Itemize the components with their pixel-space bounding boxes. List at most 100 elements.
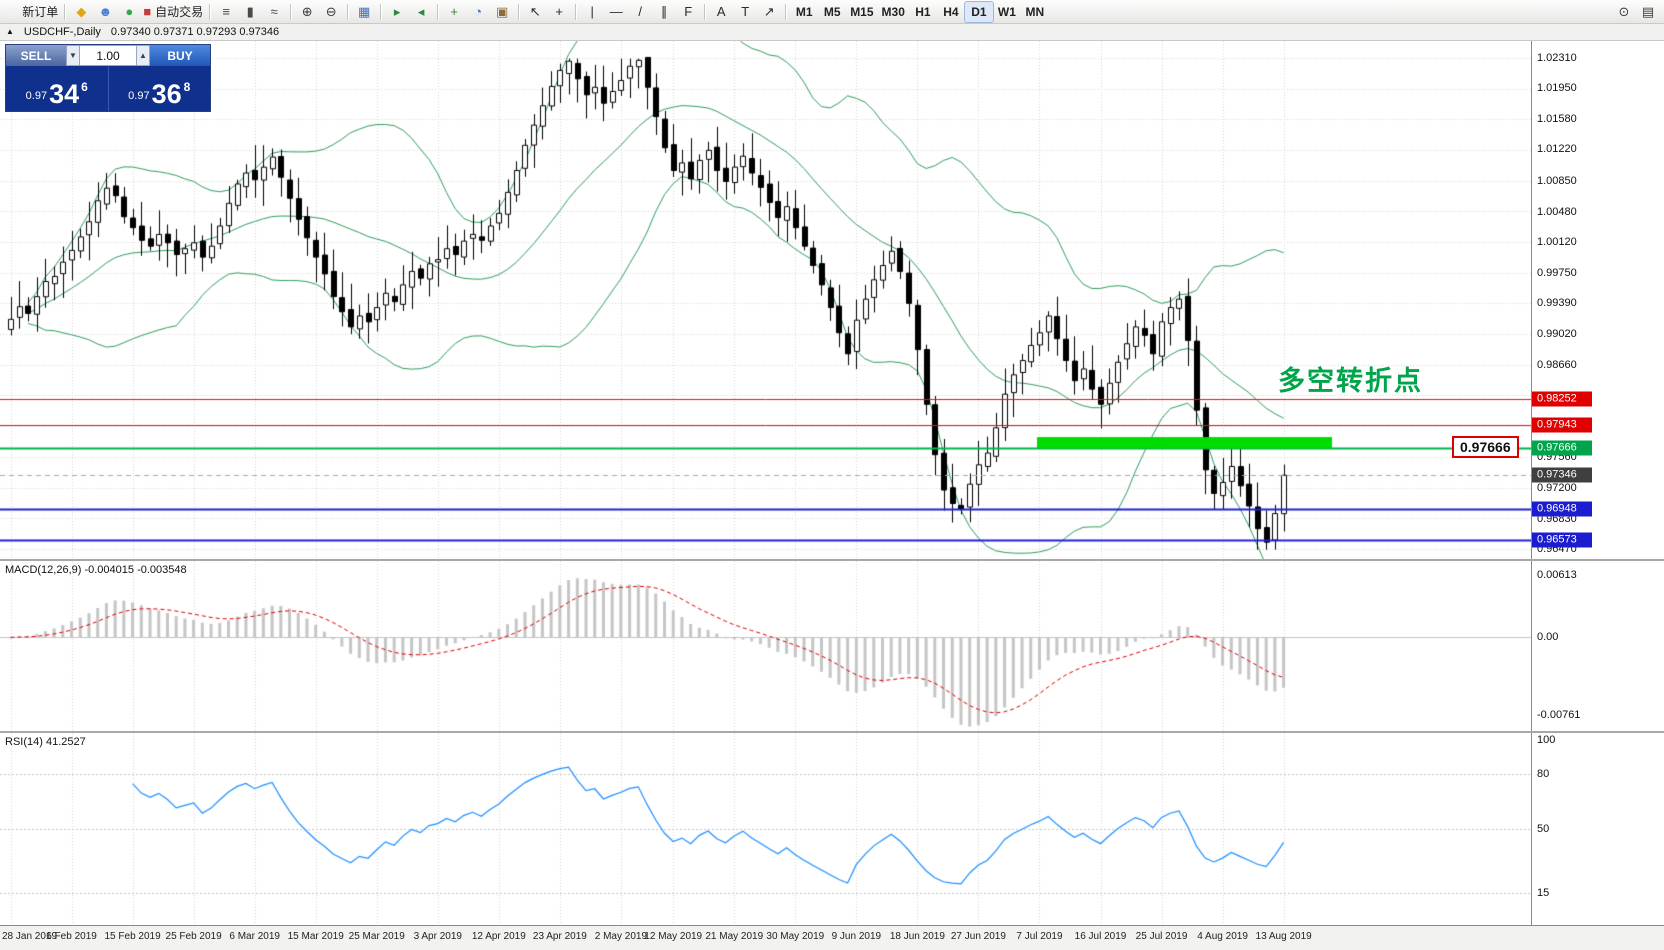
timeframe-mn-button[interactable]: MN (1021, 2, 1049, 22)
horizontal-line-button[interactable]: — (604, 2, 628, 22)
chart-title-bar: ▲ USDCHF-,Daily 0.97340 0.97371 0.97293 … (0, 24, 1664, 41)
timeframe-d1-button-label: D1 (971, 4, 987, 19)
macd-plot[interactable]: MACD(12,26,9) -0.004015 -0.003548 (0, 561, 1531, 731)
text-button[interactable]: A (709, 2, 733, 22)
axis-tick: 1.01950 (1537, 82, 1577, 95)
label-button[interactable]: T (733, 2, 757, 22)
new-order-button[interactable]: ▤ 新订单 (4, 2, 60, 22)
date-label: 12 May 2019 (644, 931, 703, 942)
chart-shift-icon: ◂ (417, 4, 425, 19)
volume-increase-button[interactable]: ▲ (136, 45, 150, 66)
tile-windows-icon: ▦ (358, 4, 371, 19)
tile-windows-button[interactable]: ▦ (352, 2, 376, 22)
toolbar-separator (785, 3, 787, 20)
timeframe-h4-button[interactable]: H4 (937, 2, 965, 22)
buy-price-pip: 8 (183, 80, 191, 94)
fibonacci-button[interactable]: F (676, 2, 700, 22)
candlestick-chart-canvas[interactable] (0, 41, 1531, 559)
date-label: 6 Feb 2019 (46, 931, 97, 942)
bar-chart-icon-icon: ≡ (222, 4, 230, 19)
chart-ohlc-values: 0.97340 0.97371 0.97293 0.97346 (110, 26, 280, 38)
buy-price-prefix: 0.97 (128, 90, 150, 102)
date-label: 28 Jan 2019 (2, 931, 58, 942)
sell-button[interactable]: SELL (6, 45, 66, 66)
axis-tick: 0.99020 (1537, 328, 1577, 341)
timeframe-m1-button-label: M1 (795, 4, 813, 19)
timeframe-m15-button[interactable]: M15 (846, 2, 877, 22)
panel-separator[interactable] (0, 731, 1664, 733)
text-icon: A (716, 4, 726, 19)
buy-button[interactable]: BUY (150, 45, 210, 66)
price-level-badge: 0.97666 (1532, 440, 1592, 456)
panel-icon-button[interactable]: ▤ (1636, 2, 1660, 22)
crosshair-button[interactable]: + (547, 2, 571, 22)
date-label: 25 Jul 2019 (1135, 931, 1188, 942)
autotrading-button-label: 自动交易 (155, 5, 204, 19)
cursor-icon: ↖ (529, 4, 541, 19)
new-order-icon: ▤ (6, 4, 19, 19)
toolbar-separator (380, 3, 382, 20)
search-icon-icon: ⊙ (1618, 4, 1630, 19)
toolbar-separator (209, 3, 211, 20)
candlestick-chart-icon-icon: ▮ (246, 4, 254, 19)
price-level-label[interactable]: 0.97666 (1452, 436, 1519, 458)
macd-canvas[interactable] (0, 561, 1531, 731)
chart-shift-button[interactable]: ◂ (409, 2, 433, 22)
rsi-plot[interactable]: RSI(14) 41.2527 (0, 733, 1531, 925)
rsi-canvas[interactable] (0, 733, 1531, 925)
timeframe-m15-button-label: M15 (850, 4, 874, 19)
timeframe-m5-button[interactable]: M5 (818, 2, 846, 22)
axis-tick: 1.01580 (1537, 113, 1577, 126)
axis-tick: 80 (1537, 768, 1550, 781)
periods-icon: ◔ (474, 4, 483, 19)
volume-input[interactable]: 1.00 (80, 45, 136, 66)
buy-price[interactable]: 0.97 36 8 (109, 66, 211, 111)
candlestick-chart-icon-button[interactable]: ▮ (238, 2, 262, 22)
timeframe-d1-button[interactable]: D1 (963, 0, 994, 23)
axis-tick: 0.00613 (1537, 568, 1577, 581)
search-icon-button[interactable]: ⊙ (1612, 2, 1636, 22)
date-label: 16 Jul 2019 (1074, 931, 1127, 942)
sell-price[interactable]: 0.97 34 6 (6, 66, 108, 111)
templates-button[interactable]: ▣ (490, 2, 514, 22)
zoom-out-button[interactable]: ⊖ (319, 2, 343, 22)
community-icon-button[interactable]: ● (117, 2, 141, 22)
bar-chart-icon-button[interactable]: ≡ (214, 2, 238, 22)
axis-tick: 0.99390 (1537, 297, 1577, 310)
vertical-line-button[interactable]: | (580, 2, 604, 22)
axis-tick: 1.00120 (1537, 235, 1577, 248)
timeframe-m30-button[interactable]: M30 (878, 2, 909, 22)
cursor-button[interactable]: ↖ (523, 2, 547, 22)
timeframe-h1-button[interactable]: H1 (909, 2, 937, 22)
indicators-button[interactable]: + (442, 2, 466, 22)
periods-button[interactable]: ◔ (466, 2, 490, 22)
macd-axis: 0.00613 0.00 -0.00761 (1531, 561, 1664, 731)
new-order-button-label: 新订单 (22, 5, 59, 19)
profiles-icon-button[interactable]: ◆ (69, 2, 93, 22)
accounts-icon-button[interactable]: ☻ (93, 2, 117, 22)
toolbar-separator (704, 3, 706, 20)
axis-tick: 0.99750 (1537, 267, 1577, 280)
timeframe-m1-button[interactable]: M1 (790, 2, 818, 22)
chart-annotation-text[interactable]: 多空转折点 (1278, 366, 1423, 396)
main-chart-plot[interactable]: SELL ▼ 1.00 ▲ BUY 0.97 34 6 0.97 36 (0, 41, 1531, 559)
price-level-badge: 0.98252 (1532, 391, 1592, 407)
axis-tick: 0.97200 (1537, 481, 1577, 494)
panel-separator[interactable] (0, 559, 1664, 561)
channel-button[interactable]: ∥ (652, 2, 676, 22)
macd-label: MACD(12,26,9) -0.004015 -0.003548 (5, 564, 187, 576)
timeframe-w1-button[interactable]: W1 (993, 2, 1021, 22)
vertical-line-icon: | (590, 4, 594, 19)
price-level-badge: 0.96948 (1532, 501, 1592, 517)
trendline-button[interactable]: / (628, 2, 652, 22)
horizontal-line-icon: — (609, 4, 623, 19)
arrows-button[interactable]: ↗ (757, 2, 781, 22)
window-collapse-icon[interactable]: ▲ (6, 27, 14, 36)
axis-tick: 1.00850 (1537, 174, 1577, 187)
zoom-in-button[interactable]: ⊕ (295, 2, 319, 22)
autotrading-button[interactable]: ■ 自动交易 (141, 2, 205, 22)
volume-decrease-button[interactable]: ▼ (66, 45, 80, 66)
line-chart-icon-button[interactable]: ≈ (262, 2, 286, 22)
auto-scroll-button[interactable]: ▸ (385, 2, 409, 22)
toolbar-separator (64, 3, 66, 20)
